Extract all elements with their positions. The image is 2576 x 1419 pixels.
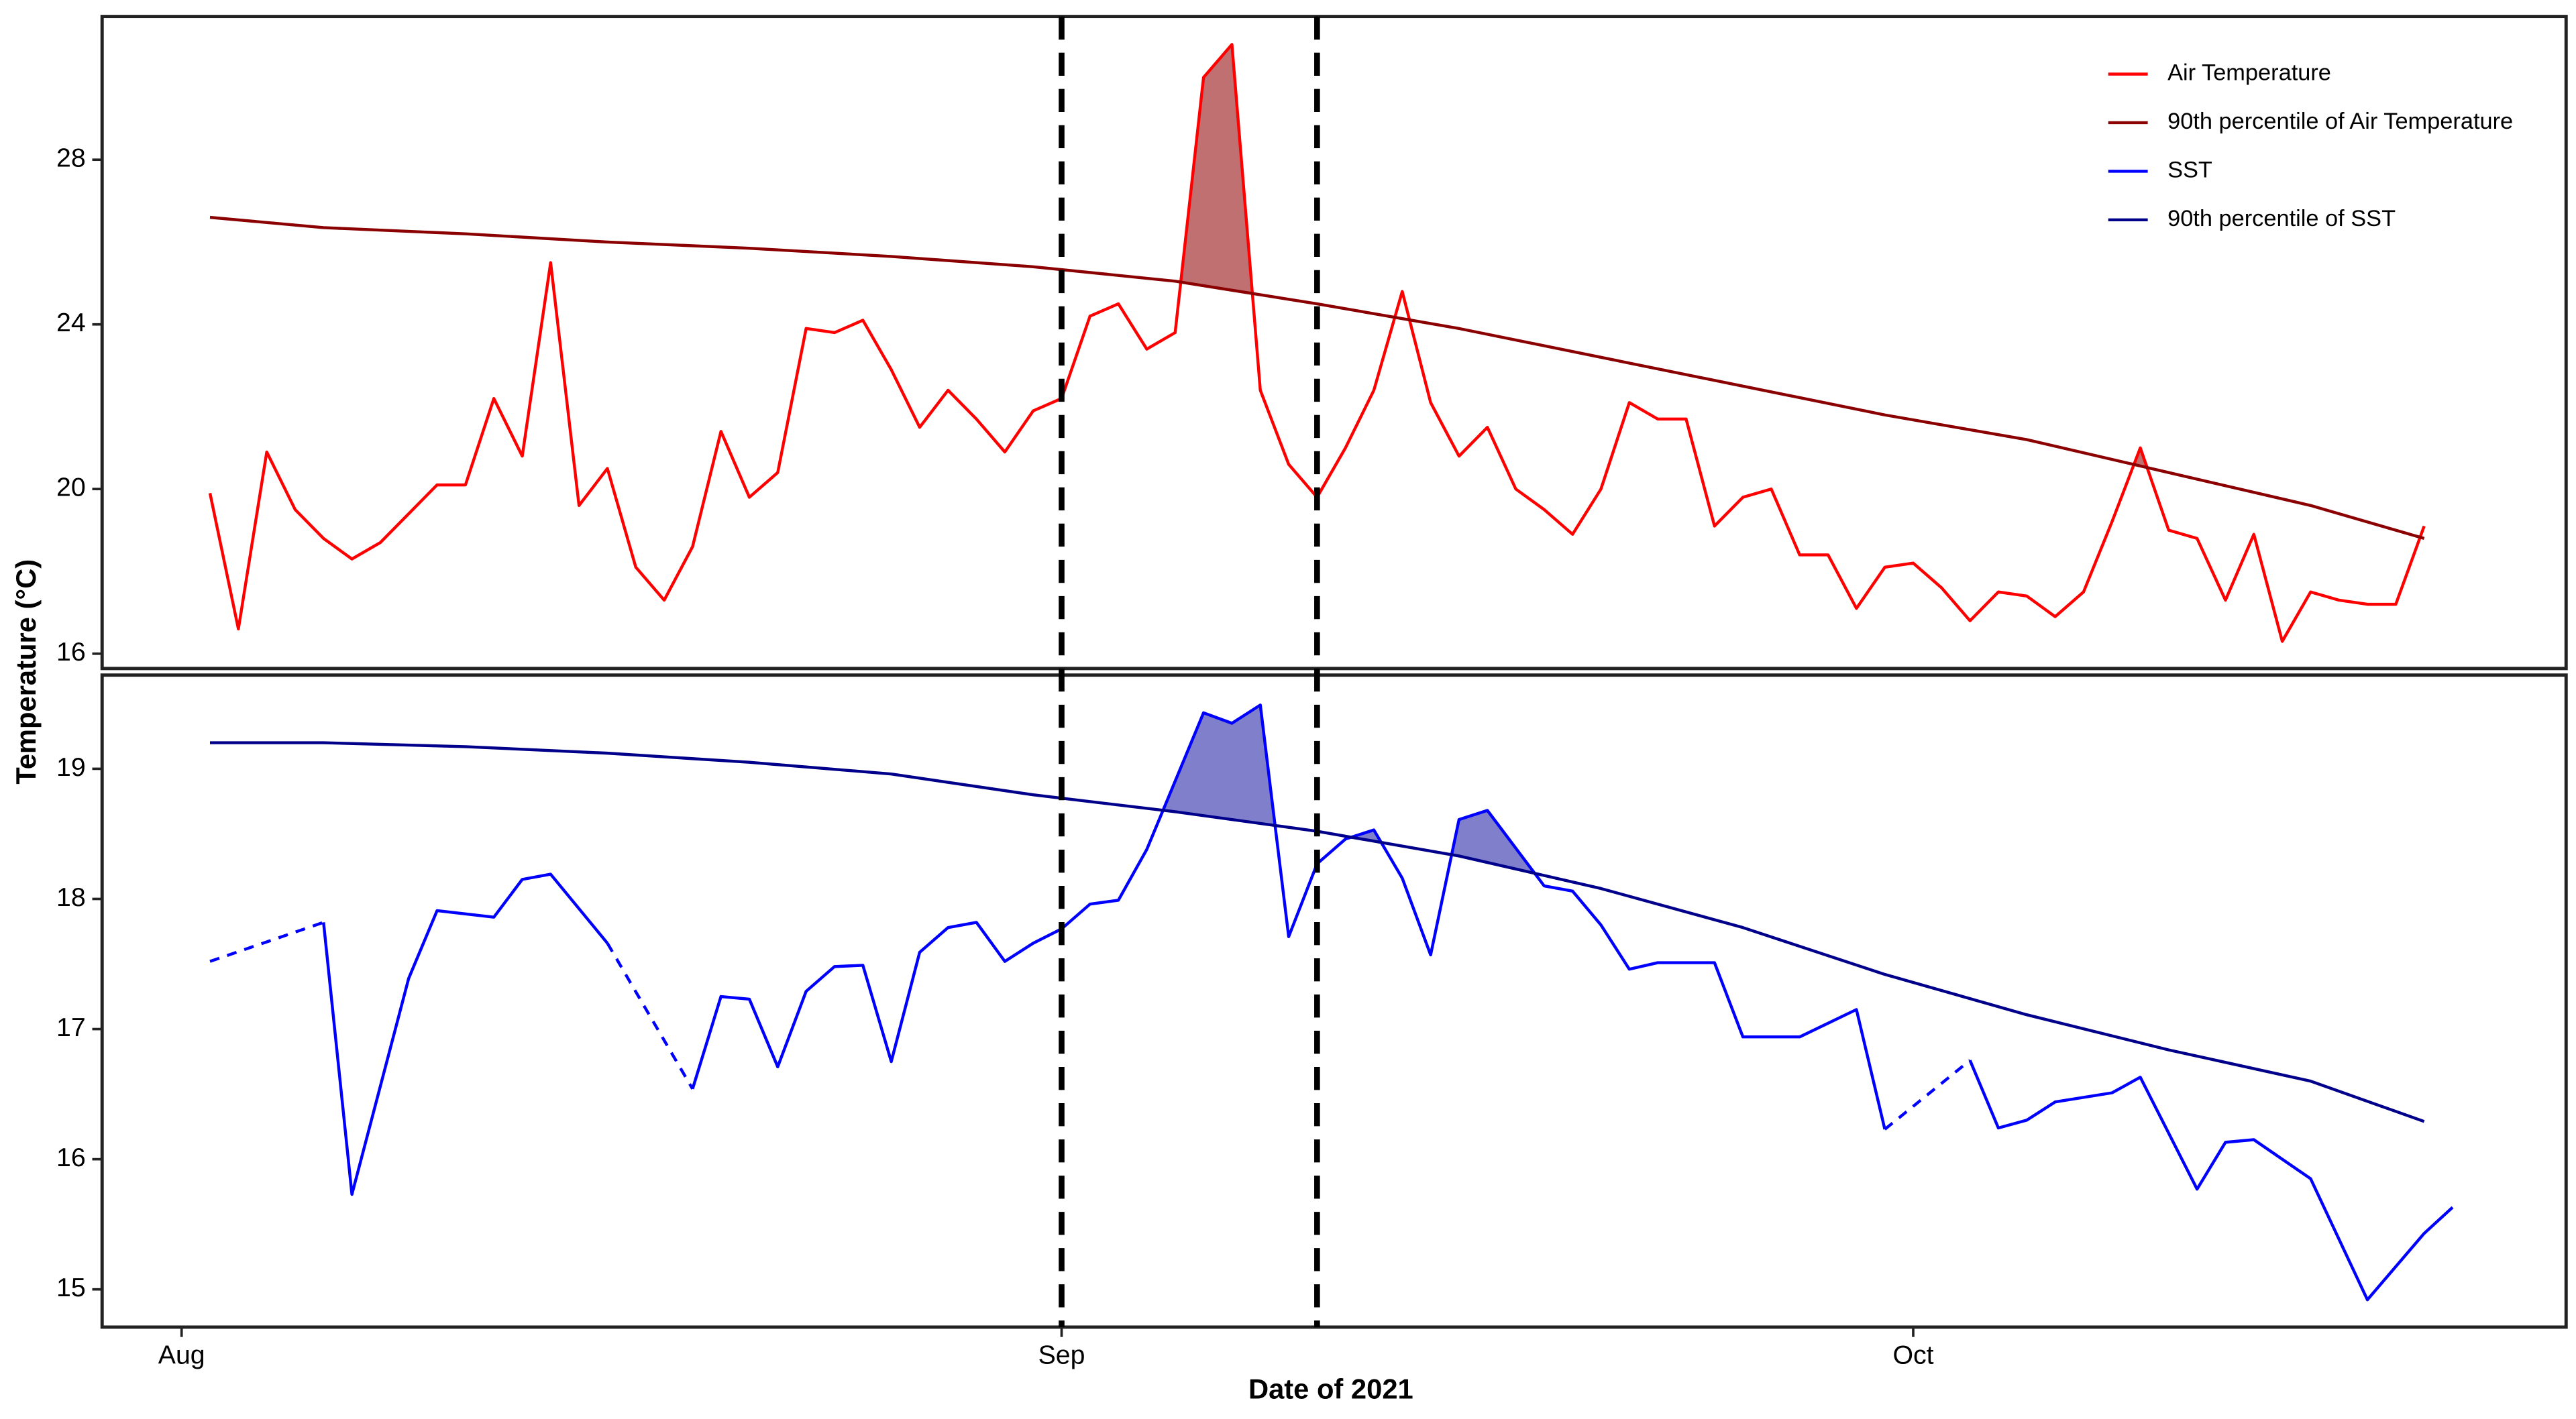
x-axis-label: Date of 2021: [1248, 1373, 1413, 1405]
y-tick-label: 16: [56, 1143, 86, 1172]
y-axis-label: Temperature (°C): [10, 559, 42, 785]
legend-label: SST: [2167, 157, 2212, 182]
y-tick-label: 20: [56, 473, 86, 502]
legend-label: 90th percentile of Air Temperature: [2167, 109, 2513, 134]
y-tick-label: 15: [56, 1273, 86, 1302]
exceedance-area: [1118, 705, 1289, 828]
y-tick-label: 24: [56, 308, 86, 337]
legend-label: 90th percentile of SST: [2167, 206, 2396, 231]
y-tick-label: 19: [56, 752, 86, 782]
exceedance-area: [2112, 447, 2169, 473]
y-tick-label: 16: [56, 637, 86, 667]
panel-frame: [100, 15, 2568, 671]
x-tick-label: Aug: [158, 1341, 205, 1370]
legend-label: Air Temperature: [2167, 60, 2331, 86]
panel-frame: [100, 673, 2568, 1329]
y-tick-label: 18: [56, 883, 86, 912]
y-tick-label: 17: [56, 1013, 86, 1042]
data-line: [322, 703, 2454, 1302]
gap-connector: [1884, 1059, 1972, 1131]
x-tick-label: Sep: [1038, 1341, 1085, 1370]
threshold-line: [209, 215, 2425, 541]
exceedance-area: [1146, 44, 1289, 300]
x-tick-label: Oct: [1892, 1341, 1933, 1370]
gap-connector: [209, 921, 325, 963]
y-tick-label: 28: [56, 144, 86, 173]
